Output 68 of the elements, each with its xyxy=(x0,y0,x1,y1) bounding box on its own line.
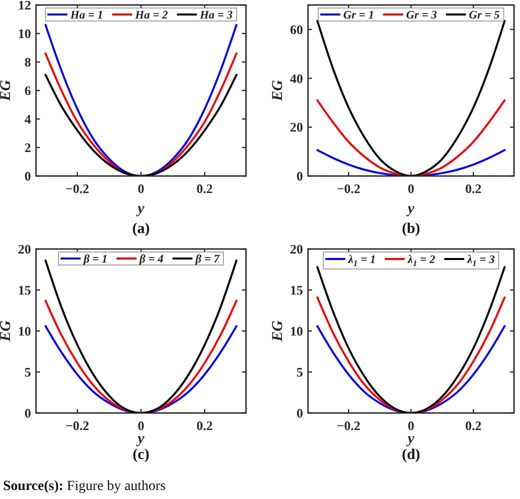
x-tick-label: 0.2 xyxy=(196,418,213,433)
x-axis-title: y xyxy=(406,201,415,217)
y-tick-label: 5 xyxy=(24,364,32,380)
x-tick-label: −0.2 xyxy=(66,418,90,433)
source-note: Source(s): Figure by authors xyxy=(3,479,166,494)
legend-label: λ$_{1}$ = 3 xyxy=(466,254,495,268)
y-tick-label: 10 xyxy=(18,324,31,338)
text: (a) xyxy=(132,221,150,237)
legend-label: λ$_{1}$ = 1 xyxy=(347,254,376,268)
legend-label: Ha = 3 xyxy=(198,10,233,22)
line-series xyxy=(44,74,238,176)
x-tick-label: 0.2 xyxy=(465,181,482,196)
y-tick-label: 6 xyxy=(24,83,32,98)
y-tick-label: 0 xyxy=(296,168,303,184)
x-tick-label: −0.2 xyxy=(336,181,360,196)
line-series xyxy=(316,266,506,413)
line-series xyxy=(316,20,506,176)
x-axis-title: y xyxy=(136,431,145,447)
y-axis-title: EG xyxy=(270,80,286,102)
line-series xyxy=(316,296,506,413)
y-tick-label: 12 xyxy=(18,0,31,12)
y-tick-label: 0 xyxy=(24,168,31,184)
x-tick-label: 0 xyxy=(138,181,144,196)
line-series xyxy=(44,300,238,413)
y-tick-label: 60 xyxy=(290,22,303,37)
y-tick-label: 15 xyxy=(18,282,32,298)
legend-label: β = 1 xyxy=(82,254,108,266)
y-tick-label: 20 xyxy=(18,242,31,256)
y-tick-label: 2 xyxy=(24,140,31,155)
x-tick-label: 0 xyxy=(408,418,414,433)
y-tick-label: 10 xyxy=(18,26,31,41)
x-tick-label: −0.2 xyxy=(66,181,90,196)
legend-label: Gr = 5 xyxy=(468,10,500,22)
y-tick-label: 20 xyxy=(290,120,303,135)
y-axis-title: EG xyxy=(0,80,14,102)
legend-label: β = 4 xyxy=(138,254,164,266)
x-tick-label: −0.2 xyxy=(336,418,360,433)
legend-label: Gr = 1 xyxy=(343,10,374,22)
y-tick-label: 10 xyxy=(290,324,303,338)
y-tick-label: 5 xyxy=(296,364,304,380)
x-axis-title: y xyxy=(406,431,415,447)
line-series xyxy=(316,325,506,413)
line-series xyxy=(316,149,506,176)
legend-label: Gr = 3 xyxy=(406,10,438,22)
y-tick-label: 40 xyxy=(290,70,303,86)
text: (b) xyxy=(402,221,420,237)
y-tick-label: 0 xyxy=(24,406,31,420)
x-tick-label: 0.2 xyxy=(465,418,482,433)
line-series xyxy=(44,325,238,413)
line-series xyxy=(316,99,506,176)
y-axis-title: EG xyxy=(270,320,286,342)
y-tick-label: 15 xyxy=(290,282,304,298)
text: (c) xyxy=(132,447,150,463)
line-series xyxy=(44,24,238,176)
y-axis-title: EG xyxy=(0,320,14,342)
x-tick-label: 0.2 xyxy=(196,181,213,196)
legend-label: β = 7 xyxy=(194,254,221,266)
y-tick-label: 8 xyxy=(24,54,32,70)
legend-label: Ha = 1 xyxy=(69,10,104,22)
y-tick-label: 4 xyxy=(24,112,32,126)
y-tick-label: 20 xyxy=(290,242,303,256)
text: (d) xyxy=(402,447,420,463)
x-tick-label: 0 xyxy=(408,181,414,196)
y-tick-label: 0 xyxy=(296,406,303,420)
x-tick-label: 0 xyxy=(138,418,144,433)
legend-label: λ$_{1}$ = 2 xyxy=(406,254,436,268)
x-axis-title: y xyxy=(136,201,145,217)
legend-label: Ha = 2 xyxy=(134,10,168,22)
